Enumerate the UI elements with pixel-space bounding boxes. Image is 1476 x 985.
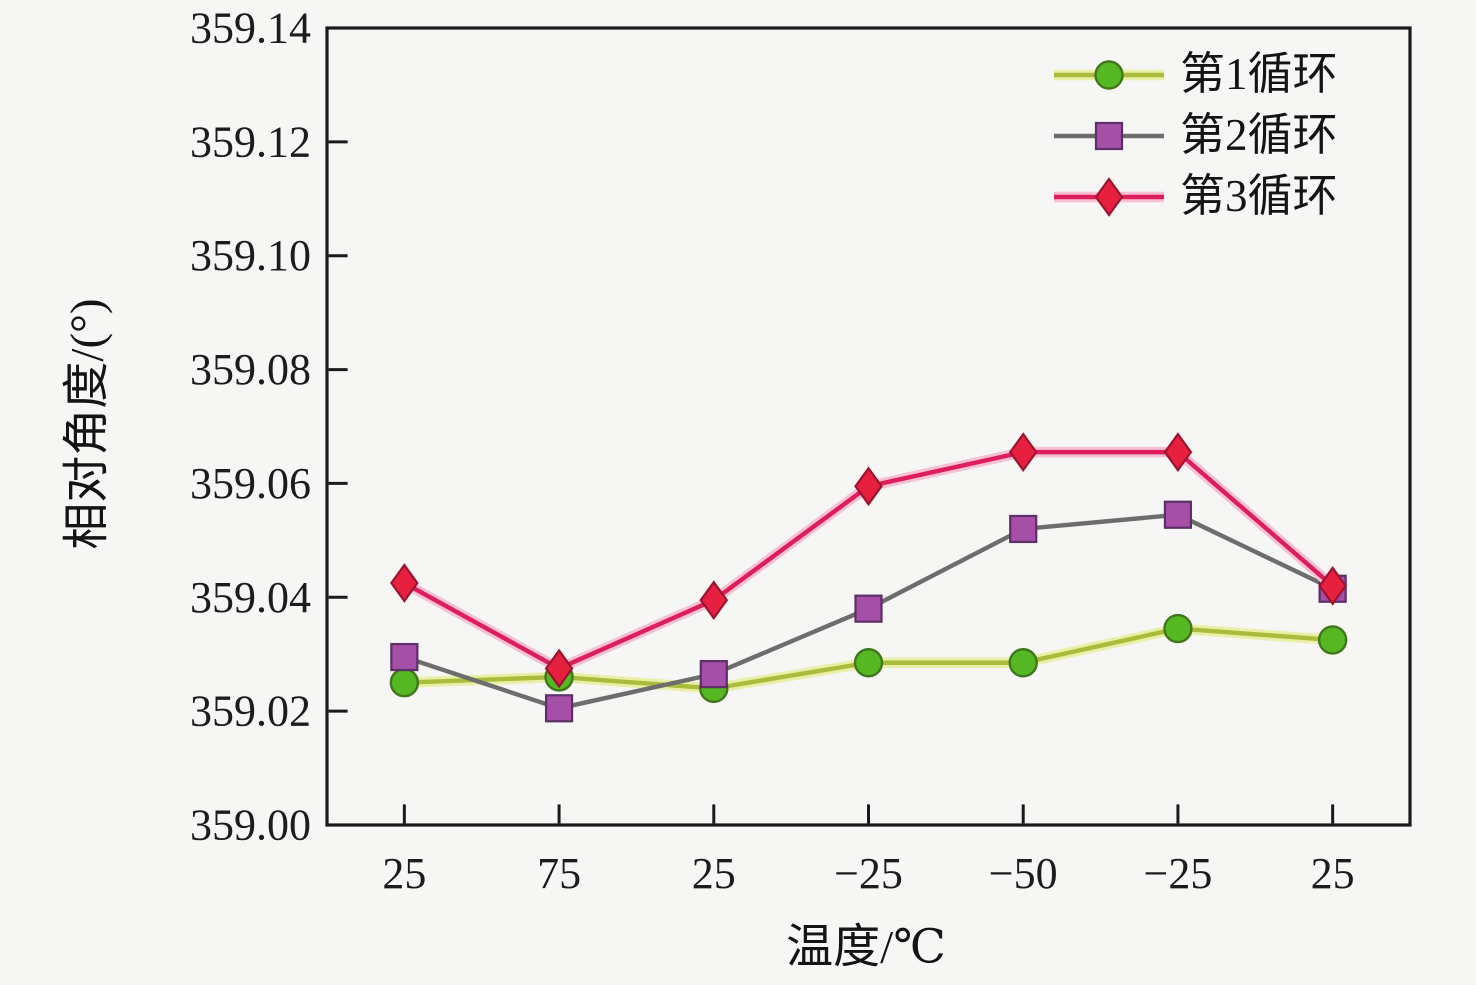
legend-item: 第2循环 bbox=[1052, 105, 1338, 166]
data-point-marker bbox=[1009, 514, 1038, 544]
legend-marker-icon bbox=[1054, 121, 1164, 150]
data-point-marker bbox=[1163, 500, 1193, 529]
legend-item: 第3循环 bbox=[1052, 166, 1338, 227]
x-tick-label: 75 bbox=[537, 849, 581, 898]
x-tick-label: −50 bbox=[989, 849, 1058, 898]
data-point-marker bbox=[390, 642, 419, 672]
legend-label: 第2循环 bbox=[1180, 110, 1338, 160]
data-point-marker bbox=[1318, 566, 1347, 606]
data-point-marker bbox=[1008, 432, 1038, 472]
x-tick-label: 25 bbox=[382, 849, 426, 898]
y-axis-title: 相对角度/(°) bbox=[61, 298, 114, 550]
legend-label: 第3循环 bbox=[1180, 171, 1338, 221]
y-tick-label: 359.04 bbox=[190, 573, 311, 622]
legend-swatch-shape bbox=[1094, 176, 1124, 217]
data-point-marker bbox=[544, 648, 574, 689]
plot-frame bbox=[325, 26, 1412, 827]
legend-swatch-shape bbox=[1094, 59, 1124, 90]
data-point-marker bbox=[1163, 432, 1193, 472]
data-point-marker bbox=[699, 580, 729, 621]
data-point-marker bbox=[854, 594, 883, 623]
data-point-marker bbox=[389, 667, 420, 698]
data-point-marker bbox=[853, 648, 884, 678]
legend-label: 第1循环 bbox=[1180, 49, 1338, 99]
y-tick-label: 359.08 bbox=[190, 345, 311, 394]
x-tick-label: 25 bbox=[1311, 849, 1355, 898]
legend-marker-icon bbox=[1054, 176, 1164, 217]
data-point-marker bbox=[390, 563, 419, 603]
y-tick-label: 359.12 bbox=[190, 117, 311, 166]
x-tick-label: 25 bbox=[692, 849, 736, 898]
legend-marker-icon bbox=[1054, 59, 1164, 90]
data-point-marker bbox=[699, 660, 728, 689]
legend: 第1循环第2循环第3循环 bbox=[1052, 44, 1338, 227]
y-tick-label: 359.14 bbox=[190, 4, 311, 53]
y-tick-label: 359.06 bbox=[190, 459, 311, 508]
legend-swatch-shape bbox=[1094, 121, 1124, 150]
x-tick-label: −25 bbox=[834, 849, 903, 898]
data-point-marker bbox=[1163, 613, 1193, 644]
data-point-marker bbox=[1317, 625, 1348, 655]
legend-item: 第1循环 bbox=[1052, 44, 1338, 105]
y-tick-label: 359.00 bbox=[190, 801, 311, 850]
y-tick-label: 359.10 bbox=[190, 231, 311, 280]
x-axis-title: 温度/℃ bbox=[786, 921, 946, 974]
data-point-marker bbox=[1008, 648, 1038, 678]
x-tick-label: −25 bbox=[1144, 849, 1213, 898]
data-point-marker bbox=[544, 694, 574, 723]
y-tick-label: 359.02 bbox=[190, 687, 311, 736]
data-point-marker bbox=[854, 466, 883, 507]
